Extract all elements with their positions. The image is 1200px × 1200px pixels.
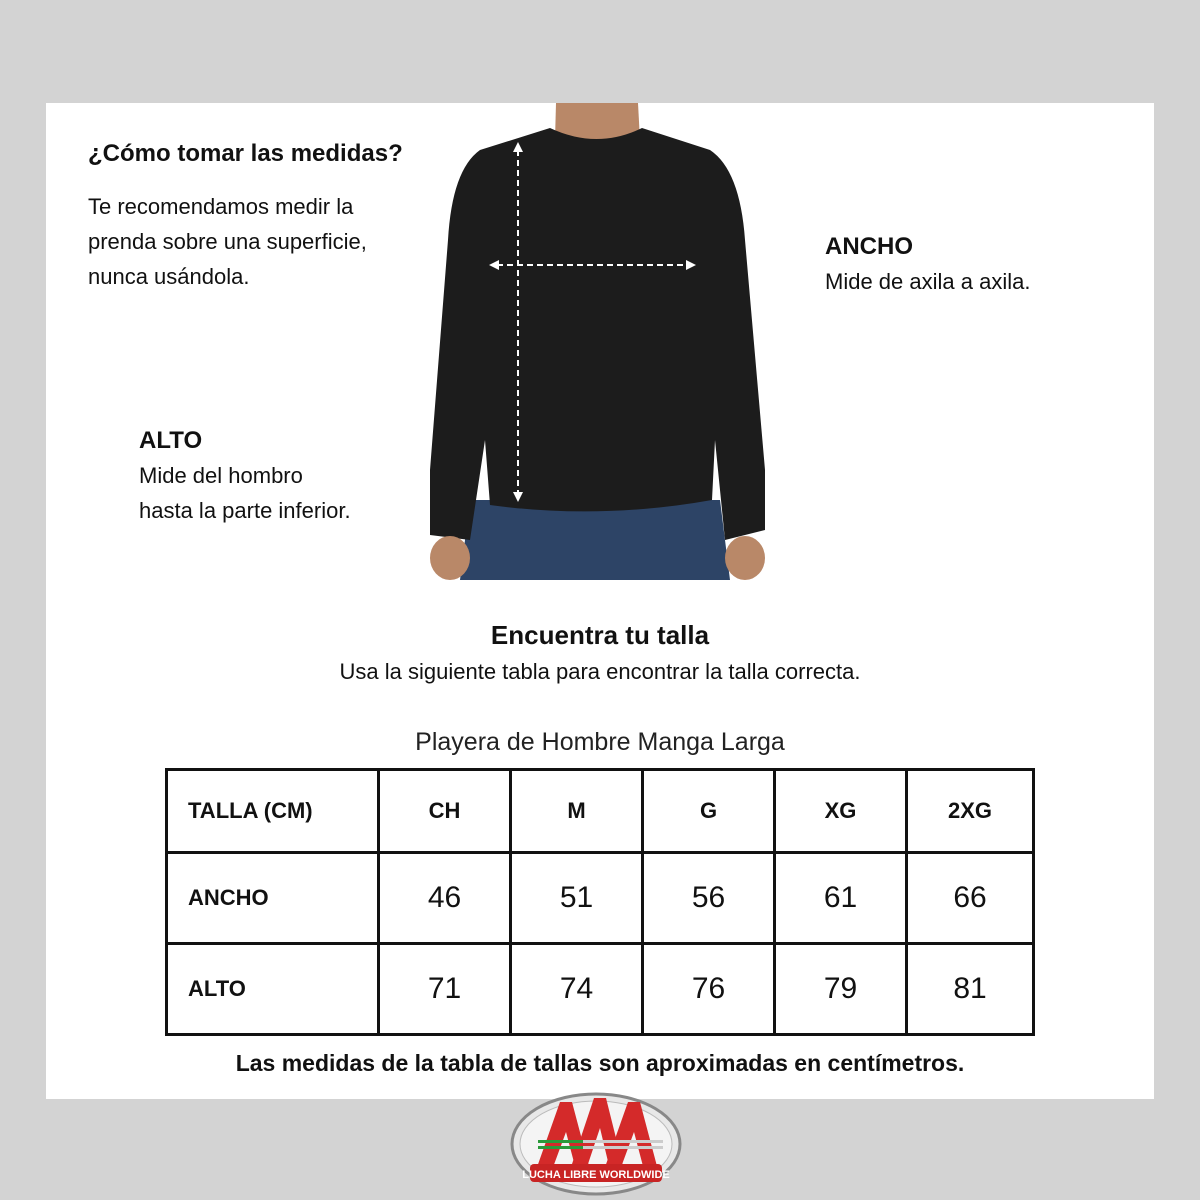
- table-cell: 81: [905, 942, 1035, 1036]
- intro-text: Te recomendamos medir la prenda sobre un…: [88, 189, 367, 294]
- ancho-desc: Mide de axila a axila.: [825, 269, 1031, 294]
- table-row: ANCHO 46 51 56 61 66: [165, 851, 1035, 945]
- table-cell: 71: [377, 942, 512, 1036]
- header-cell: M: [509, 768, 644, 854]
- table-cell: 66: [905, 851, 1035, 945]
- table-cell: 56: [641, 851, 776, 945]
- header-cell: TALLA (CM): [165, 768, 380, 854]
- table-cell: 79: [773, 942, 908, 1036]
- table-header-row: TALLA (CM) CH M G XG 2XG: [165, 768, 1035, 854]
- alto-info: ALTO Mide del hombro hasta la parte infe…: [139, 424, 351, 528]
- table-row: ALTO 71 74 76 79 81: [165, 942, 1035, 1036]
- alto-line: hasta la parte inferior.: [139, 498, 351, 523]
- find-size-section: Encuentra tu talla Usa la siguiente tabl…: [0, 620, 1200, 685]
- header-cell: XG: [773, 768, 908, 854]
- row-label: ALTO: [165, 942, 380, 1036]
- alto-line: Mide del hombro: [139, 463, 303, 488]
- header-cell: G: [641, 768, 776, 854]
- header-cell: CH: [377, 768, 512, 854]
- table-cell: 76: [641, 942, 776, 1036]
- intro-line: Te recomendamos medir la: [88, 194, 354, 219]
- find-subtitle: Usa la siguiente tabla para encontrar la…: [339, 659, 861, 684]
- intro-line: prenda sobre una superficie,: [88, 229, 367, 254]
- ancho-title: ANCHO: [825, 233, 913, 260]
- table-cell: 51: [509, 851, 644, 945]
- size-table: TALLA (CM) CH M G XG 2XG ANCHO 46 51 56 …: [165, 768, 1035, 1036]
- table-cell: 61: [773, 851, 908, 945]
- header-cell: 2XG: [905, 768, 1035, 854]
- intro-title: ¿Cómo tomar las medidas?: [88, 140, 403, 167]
- alto-title: ALTO: [139, 427, 203, 454]
- intro-line: nunca usándola.: [88, 264, 250, 289]
- table-cell: 46: [377, 851, 512, 945]
- ancho-info: ANCHO Mide de axila a axila.: [825, 230, 1030, 299]
- table-note: Las medidas de la tabla de tallas son ap…: [235, 1050, 965, 1076]
- aaa-logo: LUCHA LIBRE WORLDWIDE: [510, 1092, 682, 1196]
- table-caption: Playera de Hombre Manga Larga: [415, 728, 785, 756]
- row-label: ANCHO: [165, 851, 380, 945]
- table-cell: 74: [509, 942, 644, 1036]
- find-title: Encuentra tu talla: [490, 620, 710, 650]
- svg-text:LUCHA LIBRE WORLDWIDE: LUCHA LIBRE WORLDWIDE: [522, 1169, 669, 1181]
